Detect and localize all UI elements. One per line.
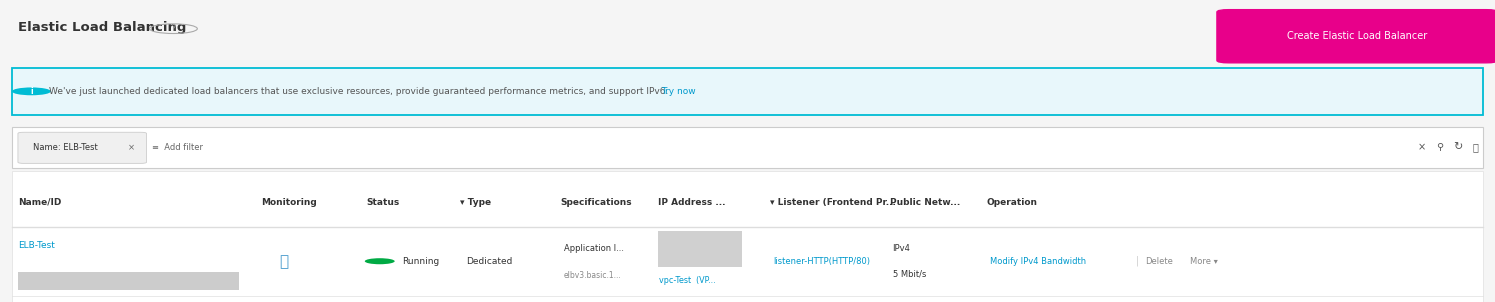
Text: ⚲: ⚲ [1437, 142, 1443, 152]
Text: ×: × [1417, 142, 1426, 152]
Text: i: i [30, 87, 33, 96]
Text: IPv4: IPv4 [893, 244, 910, 253]
FancyBboxPatch shape [18, 272, 239, 290]
Text: ?: ? [172, 24, 175, 33]
Text: ELB-Test: ELB-Test [18, 241, 55, 250]
Text: Modify IPv4 Bandwidth: Modify IPv4 Bandwidth [990, 257, 1085, 266]
Text: Elastic Load Balancing: Elastic Load Balancing [18, 21, 187, 34]
FancyBboxPatch shape [12, 171, 1483, 302]
Text: Name: ELB-Test: Name: ELB-Test [33, 143, 97, 152]
FancyBboxPatch shape [12, 68, 1483, 115]
Text: Running: Running [402, 257, 440, 266]
Circle shape [365, 258, 395, 264]
Text: listener-HTTP(HTTP/80): listener-HTTP(HTTP/80) [773, 257, 870, 266]
Text: Create Elastic Load Balancer: Create Elastic Load Balancer [1287, 31, 1428, 41]
Text: Status: Status [366, 198, 399, 207]
FancyBboxPatch shape [18, 132, 147, 163]
Text: vpc-Test  (VP...: vpc-Test (VP... [659, 276, 716, 285]
Text: 5 Mbit/s: 5 Mbit/s [893, 269, 925, 278]
Text: Specifications: Specifications [561, 198, 632, 207]
Text: ▾ Type: ▾ Type [460, 198, 492, 207]
Circle shape [12, 88, 51, 95]
Text: Name/ID: Name/ID [18, 198, 61, 207]
Text: |: | [1136, 256, 1139, 266]
Text: ≡  Add filter: ≡ Add filter [152, 143, 203, 152]
FancyBboxPatch shape [12, 127, 1483, 168]
Text: We've just launched dedicated load balancers that use exclusive resources, provi: We've just launched dedicated load balan… [49, 87, 668, 96]
Text: Public Netw...: Public Netw... [890, 198, 960, 207]
Text: elbv3.basic.1...: elbv3.basic.1... [564, 271, 622, 280]
Text: ⤢: ⤢ [1473, 142, 1479, 152]
FancyBboxPatch shape [1217, 10, 1495, 63]
Text: Delete: Delete [1145, 257, 1174, 266]
Text: ×: × [129, 143, 135, 152]
Text: ▾ Listener (Frontend Pr...: ▾ Listener (Frontend Pr... [770, 198, 896, 207]
Text: ↻: ↻ [1453, 142, 1462, 152]
Text: ⌗: ⌗ [280, 254, 289, 269]
Text: Monitoring: Monitoring [262, 198, 317, 207]
FancyBboxPatch shape [658, 230, 742, 267]
Text: More ▾: More ▾ [1190, 257, 1218, 266]
Text: Application l...: Application l... [564, 244, 623, 253]
Text: Try now: Try now [661, 87, 695, 96]
Text: IP Address ...: IP Address ... [658, 198, 725, 207]
Text: Operation: Operation [987, 198, 1038, 207]
Text: Dedicated: Dedicated [466, 257, 513, 266]
